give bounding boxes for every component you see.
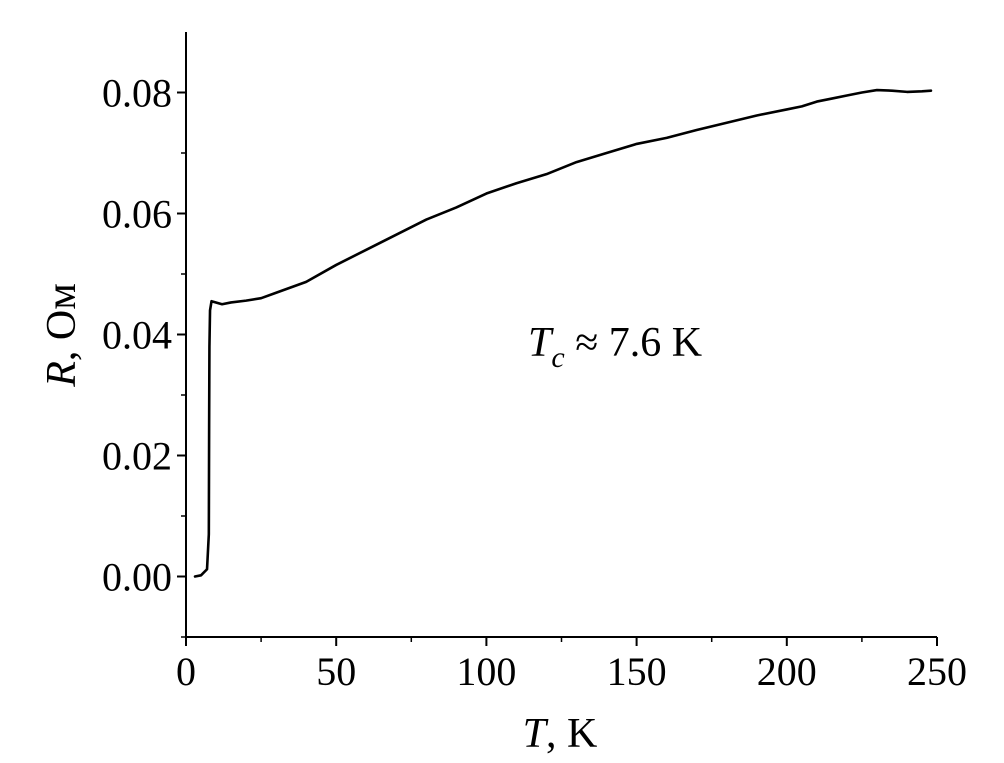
y-tick-label: 0.04 (102, 313, 172, 358)
y-tick-label: 0.08 (102, 71, 172, 116)
x-tick-label: 200 (757, 649, 817, 694)
y-axis-title: R, Ом (39, 283, 85, 388)
x-tick-label: 250 (907, 649, 967, 694)
x-axis-variable: T (523, 711, 549, 757)
y-tick-label: 0.06 (102, 192, 172, 237)
x-tick-label: 0 (176, 649, 196, 694)
x-tick-label: 50 (316, 649, 356, 694)
x-axis-title: T, K (523, 711, 598, 757)
axes (185, 32, 937, 638)
y-axis-variable: R (39, 361, 85, 388)
series-line (193, 88, 933, 578)
y-tick-label: 0.00 (102, 555, 172, 600)
tc-annotation-variable: T (528, 320, 554, 366)
tc-annotation: Tc ≈ 7.6 K (528, 320, 702, 374)
tc-annotation-value: ≈ 7.6 K (565, 320, 702, 366)
tc-annotation-subscript: c (551, 341, 564, 374)
y-axis-unit: , Ом (39, 283, 85, 361)
ticks (177, 91, 938, 646)
x-tick-label: 100 (456, 649, 516, 694)
x-axis-unit: , K (546, 711, 597, 757)
x-tick-label: 150 (607, 649, 667, 694)
tick-labels: 0 50 100 150 200 250 0.00 0.02 0.04 0.06 0.08 (102, 71, 967, 695)
y-tick-label: 0.02 (102, 434, 172, 479)
